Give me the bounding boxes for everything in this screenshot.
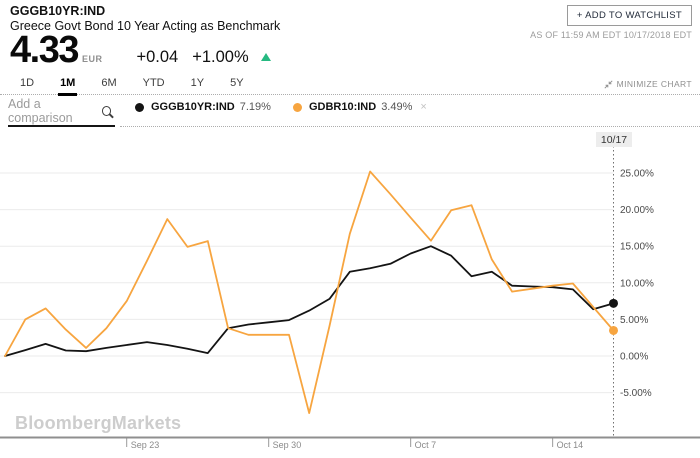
- chart-canvas[interactable]: 25.00% 20.00% 15.00% 10.00% 5.00% 0.00% -5.00%…: [0, 130, 700, 458]
- x-axis-label: Sep 23: [131, 440, 160, 450]
- series-end-marker-gggb10yr:ind: [608, 298, 618, 308]
- tab-ytd[interactable]: YTD: [142, 77, 165, 89]
- y-axis-label: 10.00%: [620, 278, 654, 289]
- security-ticker: GGGB10YR:IND: [10, 4, 106, 18]
- x-axis-label: Oct 7: [415, 440, 437, 450]
- legend-dot-icon: [292, 102, 302, 112]
- x-axis-label: Sep 30: [273, 440, 302, 450]
- price-change-percent: +1.00%: [192, 48, 249, 66]
- comparison-row: Add a comparison GGGB10YR:IND 7.19% GDBR10…: [0, 96, 700, 127]
- search-icon: [101, 105, 111, 116]
- tab-6m[interactable]: 6M: [101, 77, 117, 89]
- last-price: 4.33: [10, 29, 79, 71]
- y-axis-label: 0.00%: [620, 352, 648, 363]
- tab-1y[interactable]: 1Y: [190, 77, 205, 89]
- time-range-tabs: 1D 1M 6M YTD 1Y 5Y: [0, 73, 700, 96]
- y-axis-label: 25.00%: [620, 169, 654, 180]
- as-of-timestamp: AS OF 11:59 AM EDT 10/17/2018 EDT: [530, 30, 692, 40]
- remove-comparison-icon[interactable]: ×: [420, 100, 427, 113]
- add-to-watchlist-button[interactable]: + ADD TO WATCHLIST: [566, 5, 692, 26]
- bloomberg-markets-watermark: BloombergMarkets: [15, 413, 182, 433]
- security-name: Greece Govt Bond 10 Year Acting as Bench…: [10, 19, 281, 33]
- series-line-gdbr10:ind: [4, 170, 615, 415]
- price-currency: EUR: [81, 54, 103, 64]
- minimize-chart-button[interactable]: MINIMIZE CHART: [604, 79, 692, 89]
- legend-series-value: 7.19%: [239, 101, 271, 113]
- legend-series-name: GGGB10YR:IND: [151, 101, 235, 113]
- tab-1m[interactable]: 1M: [58, 73, 78, 96]
- series-end-marker-gdbr10:ind: [608, 325, 618, 335]
- y-axis-label: 5.00%: [620, 315, 648, 326]
- y-axis-label: 20.00%: [620, 205, 654, 216]
- x-axis-label: Oct 14: [557, 440, 584, 450]
- chart-area[interactable]: 25.00% 20.00% 15.00% 10.00% 5.00% 0.00% -5.00%…: [0, 130, 700, 458]
- series-line-gggb10yr:ind: [4, 245, 615, 357]
- legend-item-gdbr10:ind: GDBR10:IND 3.49% ×: [292, 100, 427, 113]
- legend-dot-icon: [135, 102, 144, 112]
- price-row: 4.33 EUR +0.04 +1.00%: [10, 31, 271, 69]
- minimize-icon: [604, 79, 613, 89]
- tab-1d[interactable]: 1D: [20, 77, 35, 89]
- tab-5y[interactable]: 5Y: [230, 77, 244, 89]
- divider: [120, 126, 700, 127]
- chart-legend: GGGB10YR:IND 7.19% GDBR10:IND 3.49% ×: [135, 101, 449, 113]
- minimize-chart-label: MINIMIZE CHART: [616, 79, 692, 89]
- add-comparison-placeholder: Add a comparison: [8, 96, 73, 125]
- legend-series-value: 3.49%: [381, 101, 413, 113]
- price-change: +0.04: [136, 48, 179, 66]
- legend-item-gggb10yr:ind: GGGB10YR:IND 7.19%: [135, 101, 271, 113]
- y-axis-label: 15.00%: [620, 242, 654, 253]
- y-axis-label: -5.00%: [620, 388, 652, 399]
- legend-series-name: GDBR10:IND: [308, 101, 377, 113]
- up-arrow-icon: [260, 53, 271, 61]
- add-comparison-input[interactable]: Add a comparison: [8, 96, 115, 127]
- cursor-date-label: 10/17: [596, 132, 632, 147]
